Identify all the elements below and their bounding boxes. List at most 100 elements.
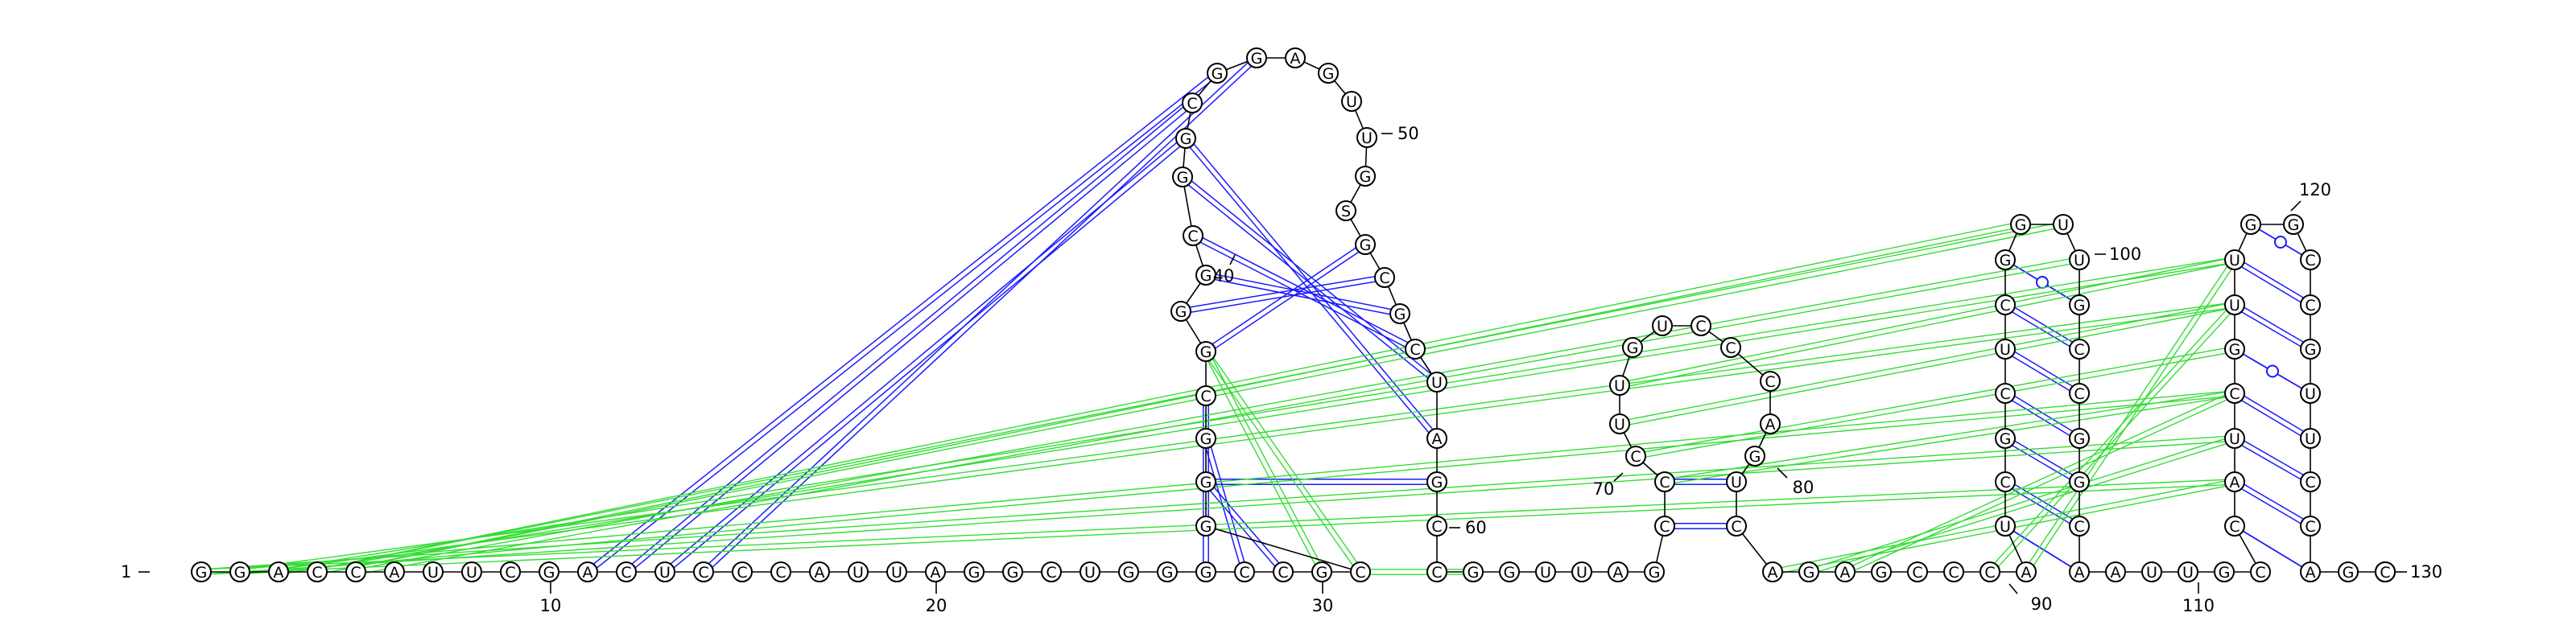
nucleotide-letter: C	[1912, 564, 1922, 582]
nucleotide: U	[1356, 127, 1377, 148]
nucleotide-letter: C	[1379, 269, 1389, 287]
nucleotide: A	[1835, 561, 1856, 582]
nucleotide: G	[1426, 471, 1447, 492]
tick-120	[2290, 200, 2301, 212]
nucleotide-letter: U	[427, 564, 439, 582]
base-pair-line	[701, 56, 1256, 571]
nucleotide-circle	[2300, 471, 2321, 492]
label-50: 50	[1397, 124, 1419, 143]
nucleotide-circle	[1195, 561, 1216, 582]
nucleotide-circle	[1175, 128, 1196, 149]
nucleotide-letter: A	[1613, 564, 1624, 582]
nucleotide-letter: G	[1200, 564, 1212, 582]
nucleotide-circle	[1170, 301, 1191, 322]
nucleotide-circle	[2069, 516, 2090, 537]
label-1: 1	[121, 562, 131, 582]
nucleotide-circle	[1654, 516, 1675, 537]
nucleotide-circle	[1207, 63, 1228, 84]
tertiary-pair-line	[200, 479, 2235, 570]
nucleotide: G	[1157, 561, 1178, 582]
nucleotide-circle	[693, 561, 714, 582]
nucleotide: C	[2300, 471, 2321, 492]
nucleotide: G	[1311, 561, 1332, 582]
nucleotide: C	[1760, 371, 1781, 392]
base-pair-line	[2233, 306, 2310, 352]
base-pair-line	[2003, 483, 2079, 529]
tertiary-pair-line	[1203, 352, 1359, 574]
base-pair-line	[1208, 437, 1248, 572]
nucleotide-circle	[1426, 428, 1447, 449]
tertiary-pair-line	[1635, 346, 2235, 454]
nucleotide-letter: C	[2074, 341, 2084, 359]
tertiary-pair-line	[1620, 306, 2235, 427]
nucleotide: U	[1609, 375, 1630, 396]
nucleotide-letter: C	[1046, 564, 1056, 582]
base-pair-line	[2235, 435, 2312, 480]
nucleotide-circle	[770, 561, 791, 582]
nucleotide-letter: C	[2000, 297, 2010, 315]
nucleotide-circle	[500, 561, 521, 582]
nucleotide: G	[1170, 301, 1191, 322]
nucleotide: G	[1172, 167, 1193, 187]
nucleotide-letter: U	[1346, 93, 1357, 111]
nucleotide-circle	[1389, 303, 1410, 324]
tertiary-pair-line	[1208, 349, 1364, 571]
nucleotide: C	[1726, 516, 1747, 537]
nucleotide: G	[1499, 561, 1520, 582]
nucleotide: C	[693, 561, 714, 582]
nucleotide-letter: U	[2229, 430, 2240, 448]
nucleotide-circle	[2338, 561, 2359, 582]
nucleotide-circle	[1041, 561, 1062, 582]
nucleotide: U	[1571, 561, 1592, 582]
label-90: 90	[2031, 594, 2053, 614]
nucleotide-letter: U	[2229, 297, 2240, 315]
nucleotide-circle	[1426, 471, 1447, 492]
nucleotide-circle	[2224, 249, 2245, 270]
nucleotide-letter: G	[1394, 306, 1406, 323]
nucleotide-letter: A	[1432, 430, 1443, 448]
nucleotide-letter: C	[1731, 518, 1741, 536]
nucleotide-circle	[1318, 63, 1339, 84]
nucleotide: U	[1609, 413, 1630, 434]
nucleotide: G	[1246, 47, 1267, 68]
tertiary-pair-line	[201, 440, 2235, 575]
nucleotide: G	[2283, 214, 2304, 235]
nucleotide-letter: G	[2074, 430, 2086, 448]
nucleotide: U	[1652, 315, 1673, 336]
nucleotide-circle	[2069, 561, 2090, 582]
nucleotide: U	[1080, 561, 1100, 582]
nucleotide-letter: C	[1355, 564, 1365, 582]
nucleotide: G	[2214, 561, 2235, 582]
nucleotide-circle	[1835, 561, 1856, 582]
nucleotide-letter: C	[737, 564, 747, 582]
base-pair-line	[2235, 479, 2312, 524]
tick-90	[2008, 583, 2018, 594]
nucleotide: G	[1195, 265, 1216, 286]
wobble-pair-marker	[2274, 236, 2287, 249]
nucleotide-circle	[964, 561, 985, 582]
tertiary-pair-line	[317, 226, 2021, 575]
nucleotide-circle	[2224, 428, 2245, 449]
base-pair-line	[2233, 483, 2310, 529]
nucleotide-circle	[2069, 428, 2090, 449]
nucleotide: A	[2069, 561, 2090, 582]
tertiary-pair-line	[1809, 440, 2236, 575]
nucleotide: C	[1943, 561, 1964, 582]
nucleotide-circle	[2224, 383, 2245, 404]
nucleotide: C	[1625, 446, 1646, 467]
nucleotide: G	[1463, 561, 1484, 582]
nucleotide-letter: G	[2305, 341, 2317, 359]
label-10: 10	[540, 596, 562, 615]
nucleotide-letter: C	[1431, 518, 1442, 536]
nucleotide: C	[2069, 339, 2090, 360]
nucleotide-letter: U	[2074, 252, 2085, 269]
base-pair-line	[1187, 136, 1440, 438]
nucleotide: G	[1355, 166, 1376, 187]
nucleotide-letter: G	[1360, 236, 1372, 254]
nucleotide-circle	[1798, 561, 1819, 582]
nucleotide: G	[1622, 337, 1643, 358]
base-pair-line	[1194, 232, 1417, 347]
nucleotide-letter: G	[1212, 65, 1224, 83]
nucleotide: G	[1355, 234, 1376, 255]
nucleotide-letter: G	[1323, 65, 1335, 83]
